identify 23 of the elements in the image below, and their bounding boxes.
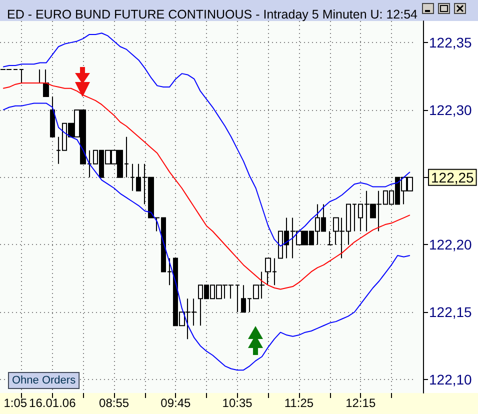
y-tick-label: 122,10 [429,372,472,388]
y-tick-label: 122,20 [429,236,472,253]
x-tick-label: 16.01.06 [29,396,76,410]
x-tick-label: 09:45 [160,396,192,410]
x-tick-label: 08:55 [99,396,130,410]
x-tick-label: 11:25 [284,396,314,410]
line-series [2,32,410,247]
candlestick [235,284,240,313]
text: 122,25 [431,169,474,186]
candlestick [327,230,333,246]
annotation: Ohne Orders [12,374,76,386]
chart-title: ED - EURO BUND FUTURE CONTINUOUS - Intraday 5 Minuten U: 12:54 [7,8,418,22]
candlestick [50,96,55,138]
y-tick-label: 122,30 [429,102,472,118]
y-tick-label: 122,35 [429,34,472,51]
y-tick-label: 122,15 [429,304,472,320]
x-tick-label: 10:35 [222,396,253,410]
line-series [2,102,410,371]
line-series [2,82,410,290]
candlestick [19,69,24,84]
candlestick [43,69,49,97]
x-tick-label: 1:05 [4,396,28,410]
x-tick-label: 12:15 [346,396,376,410]
